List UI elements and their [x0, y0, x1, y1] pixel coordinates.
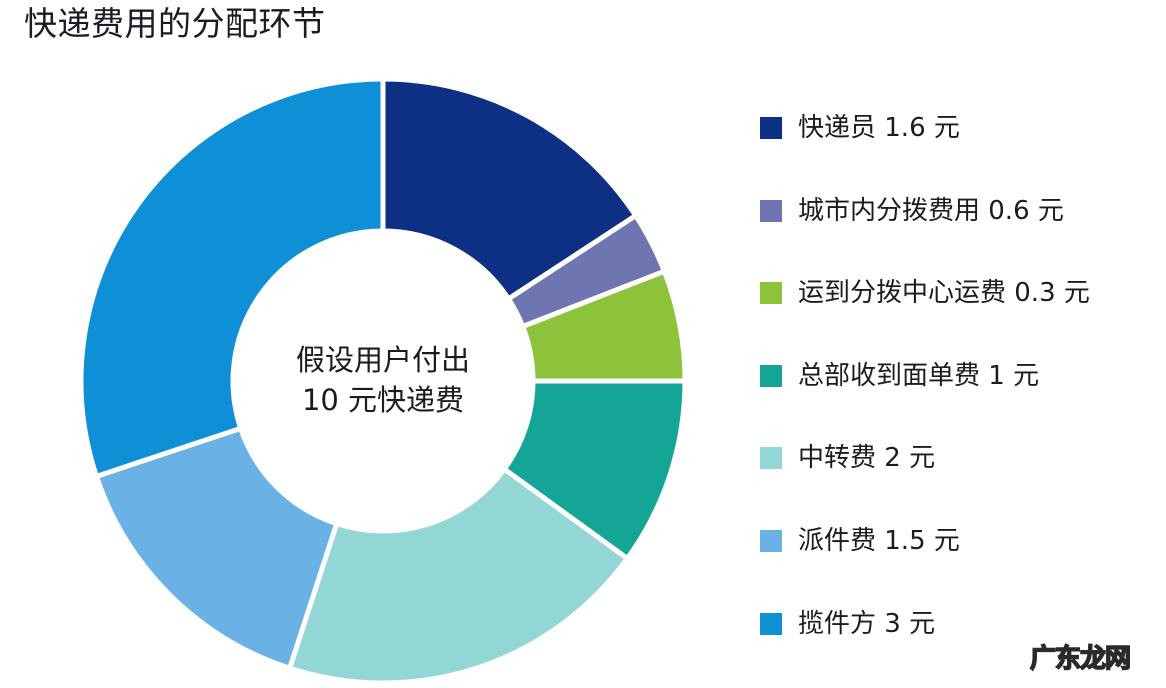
donut-slice — [380, 76, 640, 303]
chart-title: 快递费用的分配环节 — [24, 4, 326, 43]
donut-slice — [93, 425, 340, 672]
legend-label: 快递员 1.6 元 — [798, 113, 960, 143]
legend-swatch-icon — [760, 529, 782, 552]
legend-swatch-icon — [760, 117, 782, 139]
legend-label: 中转费 2 元 — [798, 443, 936, 474]
donut-slice — [286, 465, 631, 686]
legend-swatch-icon — [760, 199, 782, 222]
legend-swatch-icon — [760, 612, 782, 635]
center-label-line-2: 10 元快递费 — [301, 383, 465, 417]
legend-item-hub-transport: 运到分拨中心运费 0.3 元 — [760, 271, 1160, 315]
donut-slice — [78, 76, 386, 480]
legend-label: 总部收到面单费 1 元 — [798, 360, 1040, 391]
chart-legend: 快递员 1.6 元 城市内分拨费用 0.6 元 运到分拨中心运费 0.3 元 总… — [760, 106, 1160, 684]
watermark-logo: 广东龙网 — [1029, 643, 1132, 675]
legend-item-courier: 快递员 1.6 元 — [760, 106, 1160, 150]
legend-label: 城市内分拨费用 0.6 元 — [798, 195, 1064, 226]
legend-item-waybill-fee: 总部收到面单费 1 元 — [760, 354, 1160, 398]
legend-label: 运到分拨中心运费 0.3 元 — [798, 278, 1090, 309]
legend-swatch-icon — [760, 447, 782, 470]
legend-item-city-sorting: 城市内分拨费用 0.6 元 — [760, 189, 1160, 233]
legend-item-pickup-party: 揽件方 3 元 — [760, 602, 1160, 646]
legend-swatch-icon — [760, 282, 782, 305]
legend-label: 派件费 1.5 元 — [798, 525, 960, 556]
legend-item-transit-fee: 中转费 2 元 — [760, 436, 1160, 480]
donut-center-label: 假设用户付出 10 元快递费 — [233, 340, 533, 420]
center-label-line-1: 假设用户付出 — [295, 343, 470, 377]
legend-swatch-icon — [760, 364, 782, 387]
legend-item-delivery-fee: 派件费 1.5 元 — [760, 519, 1160, 563]
donut-slices — [78, 76, 688, 686]
legend-label: 揽件方 3 元 — [798, 608, 936, 639]
